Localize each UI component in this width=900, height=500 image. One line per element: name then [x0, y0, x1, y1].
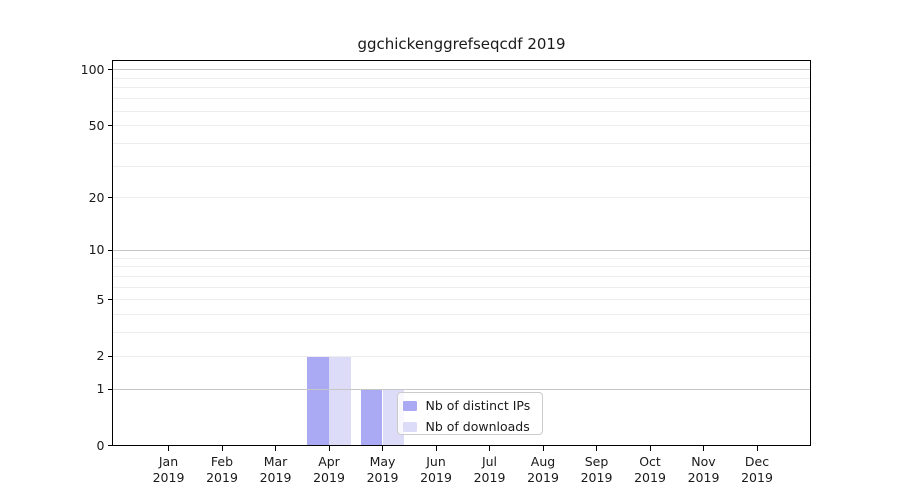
x-tick-label: Nov 2019 — [674, 454, 734, 486]
chart-title: ggchickenggrefseqcdf 2019 — [357, 35, 566, 53]
x-axis-tick — [275, 445, 276, 451]
x-axis-tick — [328, 445, 330, 451]
bar-distinct-ips — [307, 356, 329, 445]
x-tick-year: 2019 — [580, 469, 613, 485]
y-axis-tick — [107, 125, 113, 127]
x-axis-tick — [168, 445, 169, 451]
x-tick-label: Jan 2019 — [139, 454, 199, 486]
y-tick-label: 2 — [96, 348, 105, 364]
x-tick-label: Feb 2019 — [192, 454, 252, 486]
x-tick-year: 2019 — [473, 469, 506, 485]
y-axis-tick — [107, 299, 113, 301]
gridline-minor — [113, 257, 810, 259]
x-axis-tick — [703, 445, 704, 451]
y-tick-label: 100 — [80, 61, 105, 77]
x-tick-label: Jul 2019 — [460, 454, 520, 486]
x-axis-tick — [382, 445, 383, 451]
gridline-minor — [113, 266, 810, 268]
y-axis-tick — [107, 197, 113, 199]
gridline-minor — [113, 87, 810, 89]
gridline-minor — [113, 355, 810, 357]
gridline-minor — [113, 110, 810, 112]
x-tick-label: Apr 2019 — [299, 454, 359, 486]
x-tick-month: Jul — [481, 453, 498, 469]
legend-swatch-icon — [403, 421, 417, 433]
x-axis-tick — [542, 445, 544, 451]
x-tick-month: Sep — [584, 453, 609, 469]
bar-distinct-ips — [360, 389, 383, 445]
gridline-major — [113, 69, 810, 71]
gridline-major — [113, 249, 810, 251]
x-tick-year: 2019 — [687, 469, 720, 485]
x-tick-month: May — [369, 453, 396, 469]
x-tick-month: Dec — [744, 453, 770, 469]
legend-entry: Nb of downloads — [403, 417, 542, 438]
x-tick-month: Jun — [426, 453, 446, 469]
gridline-minor — [113, 286, 810, 288]
x-tick-label: Sep 2019 — [567, 454, 627, 486]
x-tick-month: Jan — [158, 453, 179, 469]
x-tick-month: Feb — [210, 453, 234, 469]
x-tick-year: 2019 — [527, 469, 559, 485]
x-tick-label: Dec 2019 — [727, 454, 787, 486]
y-tick-label: 50 — [88, 117, 105, 133]
gridline-minor — [113, 314, 810, 316]
gridline-minor — [113, 299, 810, 301]
gridline-minor — [113, 142, 810, 144]
x-axis-tick — [649, 445, 651, 451]
gridline-minor — [113, 275, 810, 277]
legend-entry: Nb of distinct IPs — [403, 396, 542, 417]
x-tick-label: Oct 2019 — [620, 454, 680, 486]
legend-swatch-icon — [403, 400, 417, 412]
legend: Nb of distinct IPs Nb of downloads — [397, 392, 543, 435]
legend-label: Nb of downloads — [425, 419, 530, 434]
x-tick-month: Aug — [530, 453, 556, 469]
y-axis-tick — [107, 355, 113, 357]
bar-downloads — [329, 356, 351, 445]
gridline-minor — [113, 98, 810, 100]
x-tick-label: Aug 2019 — [513, 454, 573, 486]
x-axis-tick — [435, 445, 437, 451]
x-tick-year: 2019 — [366, 469, 399, 485]
y-axis-tick — [107, 445, 113, 446]
x-tick-label: Jun 2019 — [406, 454, 466, 486]
x-tick-year: 2019 — [152, 469, 185, 485]
x-tick-month: Nov — [691, 453, 716, 469]
x-tick-month: Mar — [263, 453, 288, 469]
x-tick-year: 2019 — [634, 469, 666, 485]
gridline-minor — [113, 332, 810, 334]
x-tick-year: 2019 — [741, 469, 773, 485]
x-tick-month: Apr — [318, 453, 340, 469]
x-tick-year: 2019 — [420, 469, 452, 485]
gridline-major — [113, 388, 810, 390]
y-tick-label: 0 — [96, 437, 105, 453]
y-axis-tick — [107, 249, 113, 251]
y-axis-tick — [107, 69, 113, 71]
x-tick-month: Oct — [639, 453, 661, 469]
y-tick-label: 10 — [88, 242, 105, 258]
gridline-minor — [113, 165, 810, 167]
x-axis-tick — [756, 445, 758, 451]
x-axis-tick — [596, 445, 597, 451]
legend-label: Nb of distinct IPs — [425, 398, 531, 413]
x-axis-tick — [489, 445, 490, 451]
x-tick-label: May 2019 — [353, 454, 413, 486]
y-axis-tick — [107, 388, 113, 390]
y-tick-label: 20 — [88, 189, 105, 205]
x-tick-year: 2019 — [206, 469, 238, 485]
y-tick-label: 5 — [96, 291, 105, 307]
y-tick-label: 1 — [96, 381, 105, 397]
gridline-minor — [113, 77, 810, 79]
x-tick-year: 2019 — [259, 469, 292, 485]
gridline-minor — [113, 197, 810, 199]
x-tick-year: 2019 — [313, 469, 345, 485]
x-tick-label: Mar 2019 — [246, 454, 306, 486]
x-axis-tick — [221, 445, 223, 451]
gridline-minor — [113, 125, 810, 127]
